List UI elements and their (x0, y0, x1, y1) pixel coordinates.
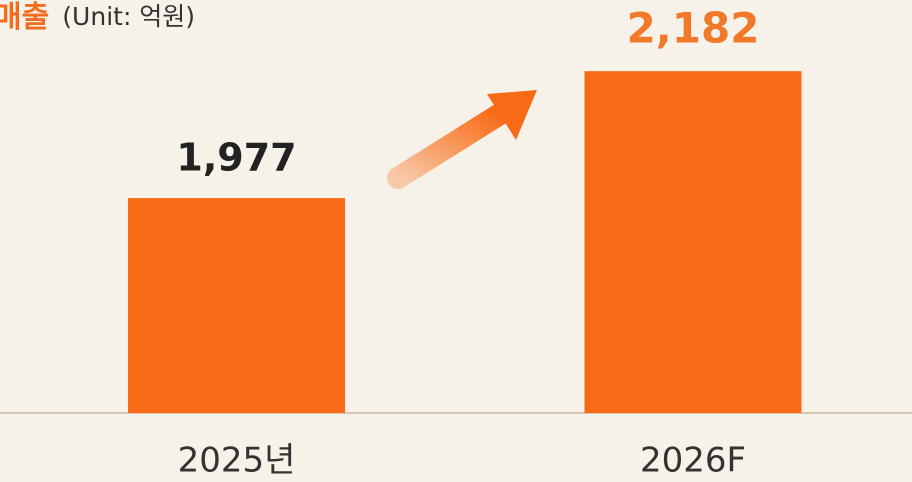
x-tick-label: 2026F (640, 441, 746, 481)
bar (584, 71, 802, 413)
chart-subtitle: (Unit: 억원) (62, 2, 195, 31)
value-label: 1,977 (176, 136, 296, 180)
value-label: 2,182 (627, 4, 760, 53)
chart-title: 매출 (0, 0, 49, 35)
x-tick-label: 2025년 (178, 441, 296, 481)
trend-arrow (387, 90, 537, 189)
chart-header: 매출 (Unit: 억원) (0, 0, 195, 35)
bar (128, 198, 345, 413)
